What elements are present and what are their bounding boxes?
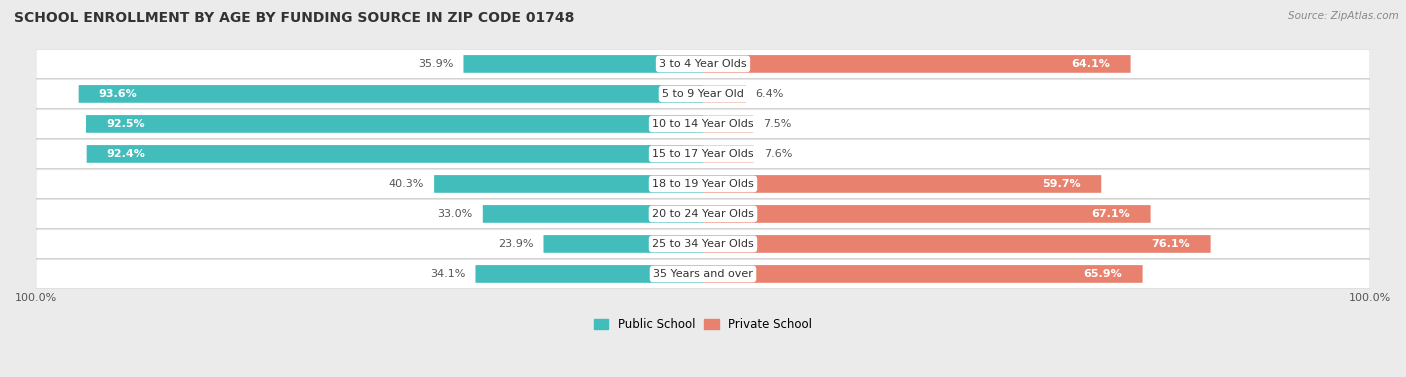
FancyBboxPatch shape bbox=[87, 145, 703, 163]
Text: 34.1%: 34.1% bbox=[430, 269, 465, 279]
FancyBboxPatch shape bbox=[434, 175, 703, 193]
Text: 59.7%: 59.7% bbox=[1042, 179, 1081, 189]
Text: 5 to 9 Year Old: 5 to 9 Year Old bbox=[662, 89, 744, 99]
Text: 93.6%: 93.6% bbox=[98, 89, 138, 99]
Text: 6.4%: 6.4% bbox=[755, 89, 785, 99]
FancyBboxPatch shape bbox=[703, 55, 1130, 73]
FancyBboxPatch shape bbox=[79, 85, 703, 103]
FancyBboxPatch shape bbox=[703, 175, 1101, 193]
Text: 7.5%: 7.5% bbox=[763, 119, 792, 129]
Legend: Public School, Private School: Public School, Private School bbox=[589, 313, 817, 336]
FancyBboxPatch shape bbox=[35, 49, 1371, 79]
FancyBboxPatch shape bbox=[482, 205, 703, 223]
FancyBboxPatch shape bbox=[703, 85, 745, 103]
FancyBboxPatch shape bbox=[35, 229, 1371, 259]
FancyBboxPatch shape bbox=[475, 265, 703, 283]
Text: 35.9%: 35.9% bbox=[418, 59, 454, 69]
FancyBboxPatch shape bbox=[35, 169, 1371, 199]
Text: 20 to 24 Year Olds: 20 to 24 Year Olds bbox=[652, 209, 754, 219]
Text: 3 to 4 Year Olds: 3 to 4 Year Olds bbox=[659, 59, 747, 69]
Text: 10 to 14 Year Olds: 10 to 14 Year Olds bbox=[652, 119, 754, 129]
FancyBboxPatch shape bbox=[703, 265, 1143, 283]
Text: 40.3%: 40.3% bbox=[389, 179, 425, 189]
FancyBboxPatch shape bbox=[703, 145, 754, 163]
Text: 65.9%: 65.9% bbox=[1084, 269, 1122, 279]
Text: 92.4%: 92.4% bbox=[107, 149, 146, 159]
Text: 23.9%: 23.9% bbox=[498, 239, 534, 249]
Text: 33.0%: 33.0% bbox=[437, 209, 472, 219]
FancyBboxPatch shape bbox=[703, 235, 1211, 253]
FancyBboxPatch shape bbox=[35, 109, 1371, 139]
FancyBboxPatch shape bbox=[35, 199, 1371, 229]
Text: 7.6%: 7.6% bbox=[763, 149, 792, 159]
Text: 15 to 17 Year Olds: 15 to 17 Year Olds bbox=[652, 149, 754, 159]
FancyBboxPatch shape bbox=[464, 55, 703, 73]
Text: 35 Years and over: 35 Years and over bbox=[652, 269, 754, 279]
Text: 67.1%: 67.1% bbox=[1091, 209, 1130, 219]
FancyBboxPatch shape bbox=[35, 79, 1371, 109]
Text: 25 to 34 Year Olds: 25 to 34 Year Olds bbox=[652, 239, 754, 249]
FancyBboxPatch shape bbox=[86, 115, 703, 133]
Text: 64.1%: 64.1% bbox=[1071, 59, 1111, 69]
FancyBboxPatch shape bbox=[703, 205, 1150, 223]
Text: 18 to 19 Year Olds: 18 to 19 Year Olds bbox=[652, 179, 754, 189]
FancyBboxPatch shape bbox=[35, 259, 1371, 289]
Text: 76.1%: 76.1% bbox=[1152, 239, 1191, 249]
Text: Source: ZipAtlas.com: Source: ZipAtlas.com bbox=[1288, 11, 1399, 21]
Text: SCHOOL ENROLLMENT BY AGE BY FUNDING SOURCE IN ZIP CODE 01748: SCHOOL ENROLLMENT BY AGE BY FUNDING SOUR… bbox=[14, 11, 575, 25]
FancyBboxPatch shape bbox=[35, 139, 1371, 169]
FancyBboxPatch shape bbox=[703, 115, 754, 133]
Text: 92.5%: 92.5% bbox=[105, 119, 145, 129]
FancyBboxPatch shape bbox=[544, 235, 703, 253]
